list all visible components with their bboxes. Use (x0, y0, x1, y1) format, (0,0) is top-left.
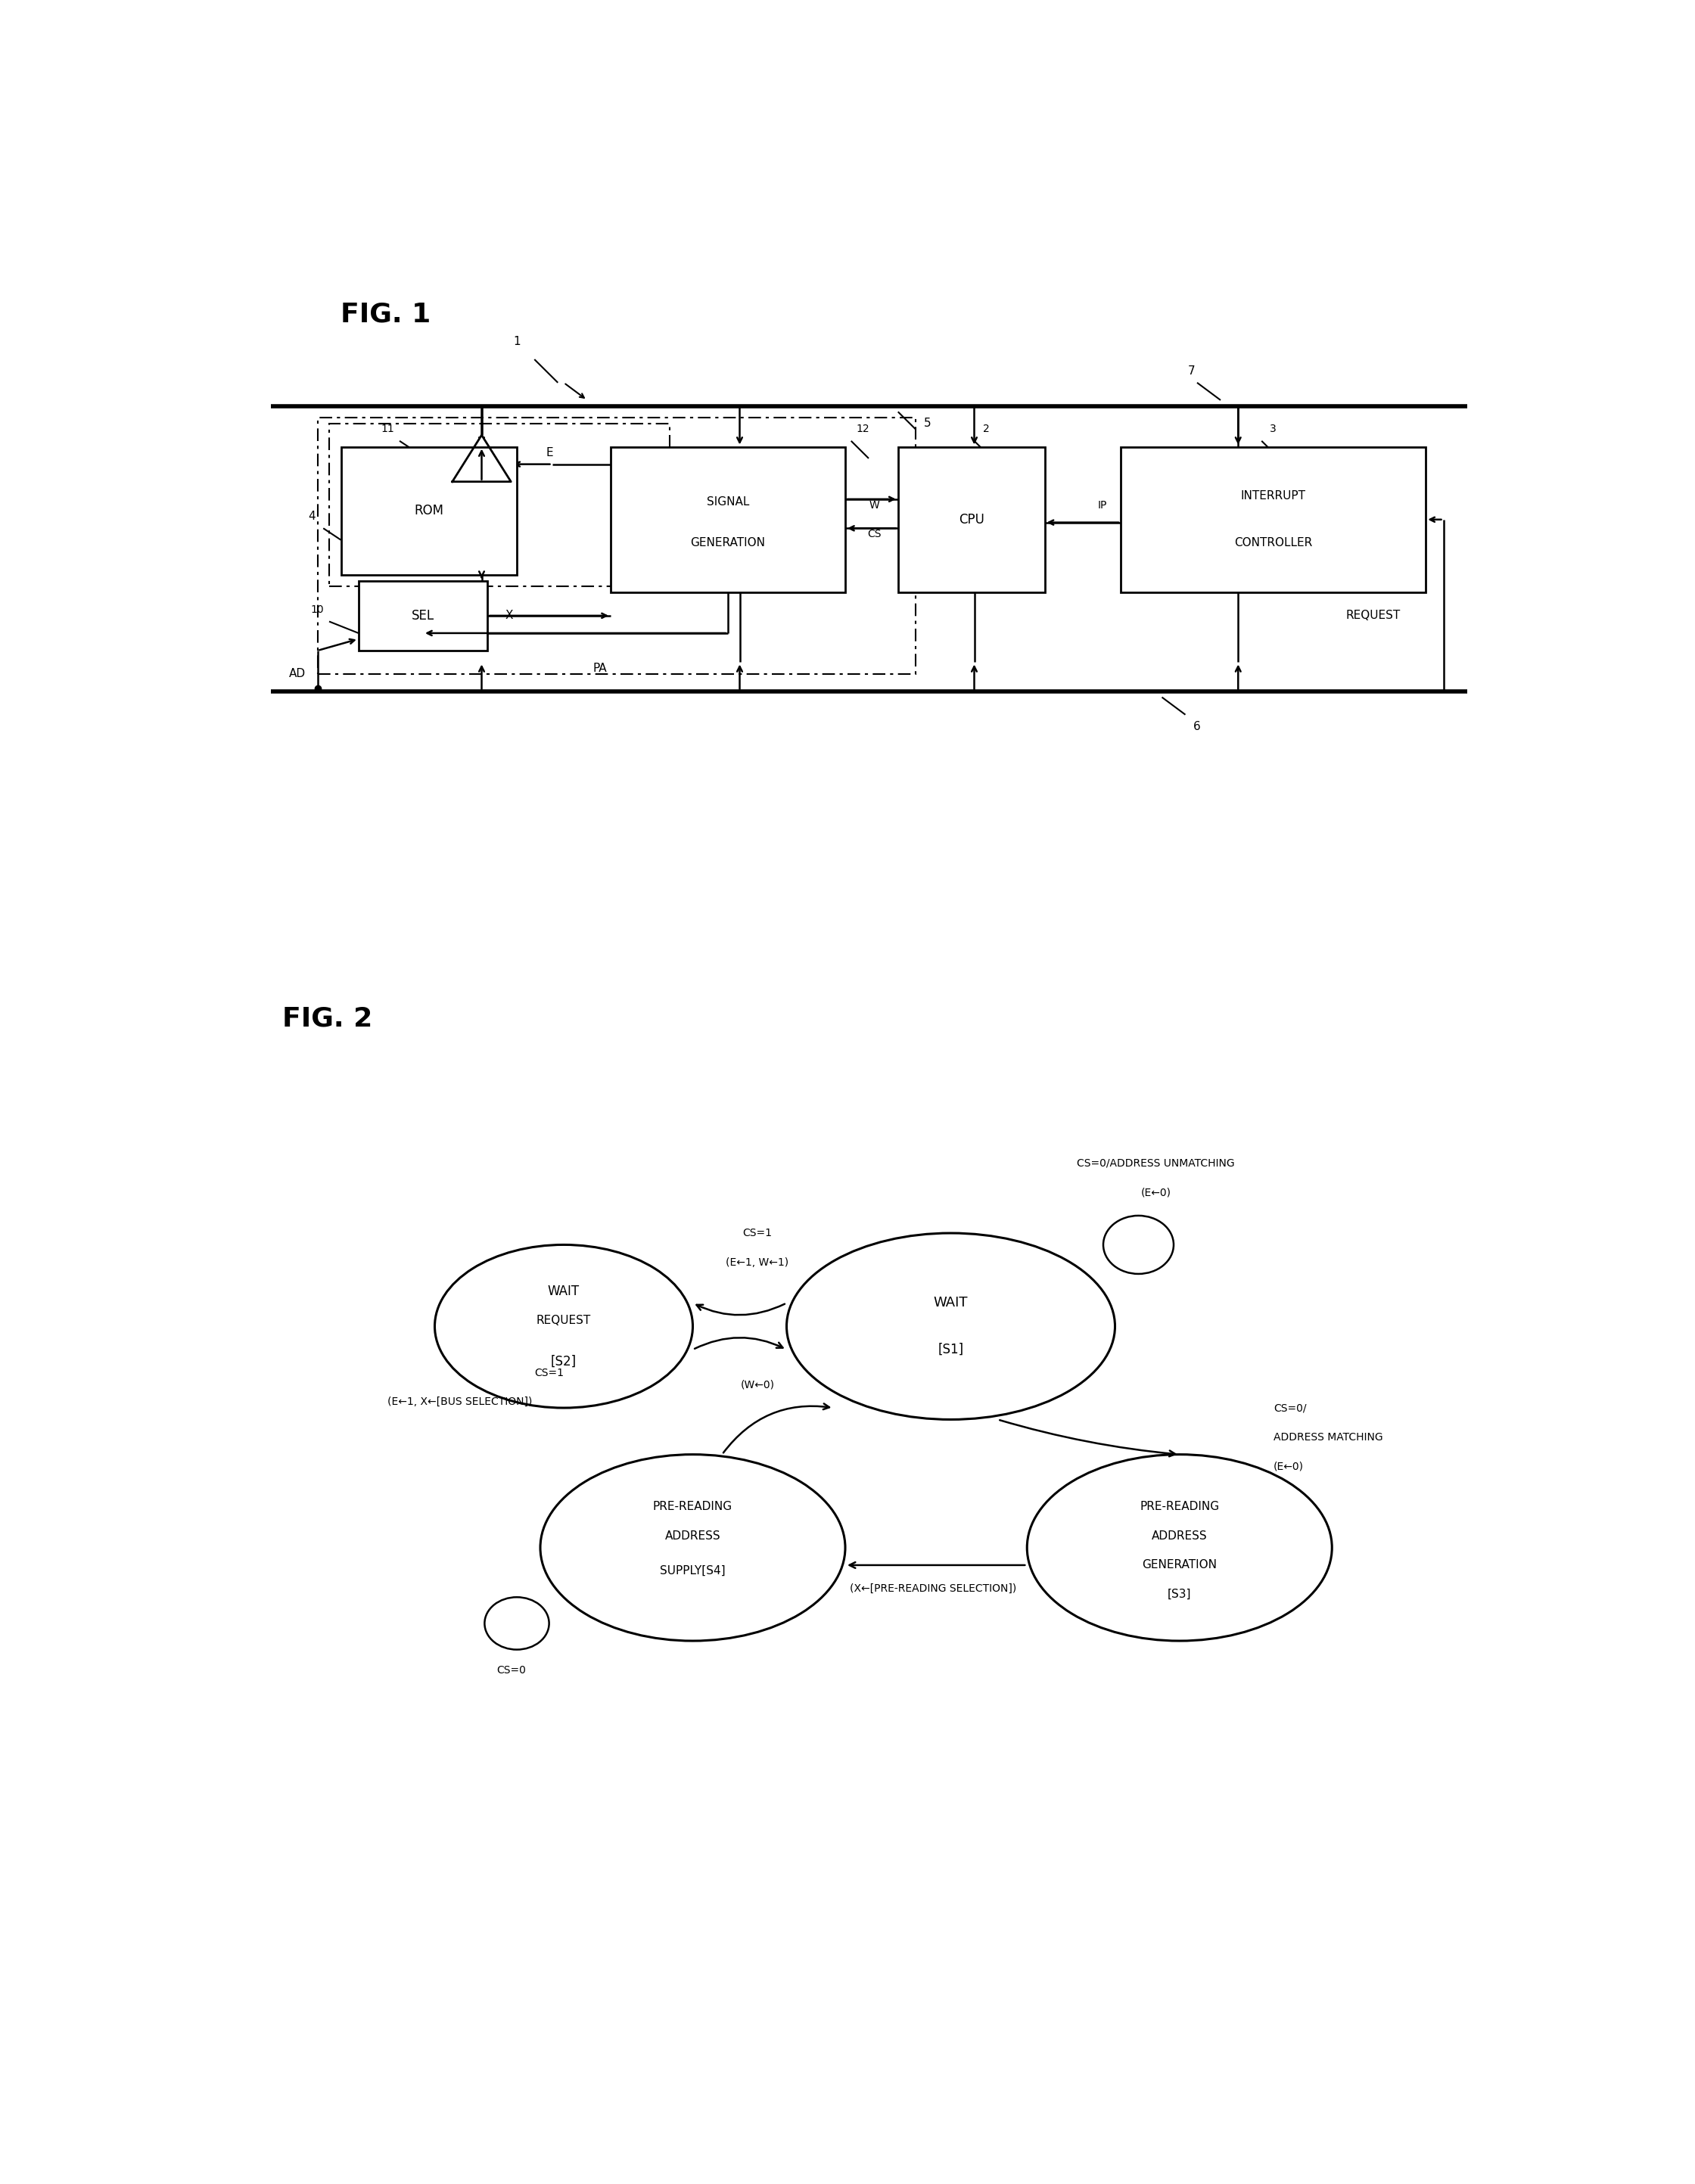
Text: CS=0/ADDRESS UNMATCHING: CS=0/ADDRESS UNMATCHING (1076, 1158, 1236, 1168)
Text: X: X (505, 609, 514, 620)
Bar (610, 448, 846, 592)
Ellipse shape (541, 1455, 846, 1640)
Text: SUPPLY[S4]: SUPPLY[S4] (659, 1566, 725, 1577)
Text: INTERRUPT: INTERRUPT (1241, 491, 1305, 502)
Text: 7: 7 (1188, 365, 1195, 376)
Text: 10: 10 (310, 605, 324, 616)
Text: 1: 1 (514, 336, 520, 347)
Text: CONTROLLER: CONTROLLER (1234, 537, 1312, 548)
Text: ROM: ROM (414, 505, 444, 518)
Text: REQUEST: REQUEST (536, 1315, 592, 1326)
Text: (E←0): (E←0) (1141, 1188, 1171, 1197)
Bar (898, 448, 1044, 592)
Text: [S2]: [S2] (551, 1354, 576, 1367)
Text: ADDRESS: ADDRESS (664, 1531, 720, 1542)
Ellipse shape (485, 1597, 549, 1649)
Text: CS=0: CS=0 (497, 1664, 525, 1675)
Ellipse shape (434, 1245, 693, 1409)
Text: GENERATION: GENERATION (690, 537, 766, 548)
Text: (E←0): (E←0) (1273, 1461, 1303, 1472)
Text: 5: 5 (924, 417, 931, 428)
Bar (1120, 448, 1425, 592)
Text: PRE-READING: PRE-READING (1139, 1500, 1219, 1514)
Polygon shape (453, 435, 510, 483)
Text: CS=0/: CS=0/ (1273, 1402, 1307, 1413)
Text: PA: PA (593, 662, 607, 673)
Text: CPU: CPU (958, 513, 985, 526)
Text: (X←[PRE-READING SELECTION]): (X←[PRE-READING SELECTION]) (849, 1583, 1017, 1594)
Text: (W←0): (W←0) (741, 1380, 775, 1389)
Ellipse shape (1103, 1216, 1173, 1273)
Bar (341, 448, 517, 574)
Text: 11: 11 (381, 424, 395, 435)
Text: PRE-READING: PRE-READING (653, 1500, 732, 1514)
Text: FIG. 1: FIG. 1 (341, 301, 431, 328)
Text: E: E (546, 448, 554, 459)
Text: [S3]: [S3] (1168, 1588, 1192, 1601)
Ellipse shape (786, 1234, 1115, 1420)
Text: 2: 2 (983, 424, 990, 435)
Text: ADDRESS: ADDRESS (1151, 1531, 1207, 1542)
Text: SIGNAL: SIGNAL (707, 496, 749, 507)
Text: ADDRESS MATCHING: ADDRESS MATCHING (1273, 1433, 1383, 1441)
Text: CS: CS (868, 529, 881, 539)
Text: FIG. 2: FIG. 2 (283, 1007, 373, 1031)
Bar (329, 424, 670, 587)
Text: 6: 6 (1193, 721, 1200, 732)
Text: WAIT: WAIT (547, 1284, 580, 1297)
Text: W: W (870, 500, 880, 511)
Text: (E←1, X←[BUS SELECTION]): (E←1, X←[BUS SELECTION]) (388, 1398, 532, 1406)
Text: REQUEST: REQUEST (1346, 609, 1400, 620)
Text: (E←1, W←1): (E←1, W←1) (725, 1258, 788, 1267)
Text: CS=1: CS=1 (534, 1367, 564, 1378)
Text: [S1]: [S1] (937, 1343, 964, 1356)
Text: SEL: SEL (412, 609, 434, 622)
Bar (317, 417, 915, 675)
Text: IP: IP (1097, 500, 1107, 511)
Text: AD: AD (288, 668, 305, 679)
Text: 12: 12 (856, 424, 870, 435)
Text: CS=1: CS=1 (742, 1227, 771, 1238)
Ellipse shape (1027, 1455, 1332, 1640)
Bar (358, 581, 488, 651)
Text: WAIT: WAIT (934, 1295, 968, 1310)
Text: GENERATION: GENERATION (1142, 1559, 1217, 1570)
Text: 3: 3 (1270, 424, 1276, 435)
Text: 4: 4 (308, 511, 315, 522)
